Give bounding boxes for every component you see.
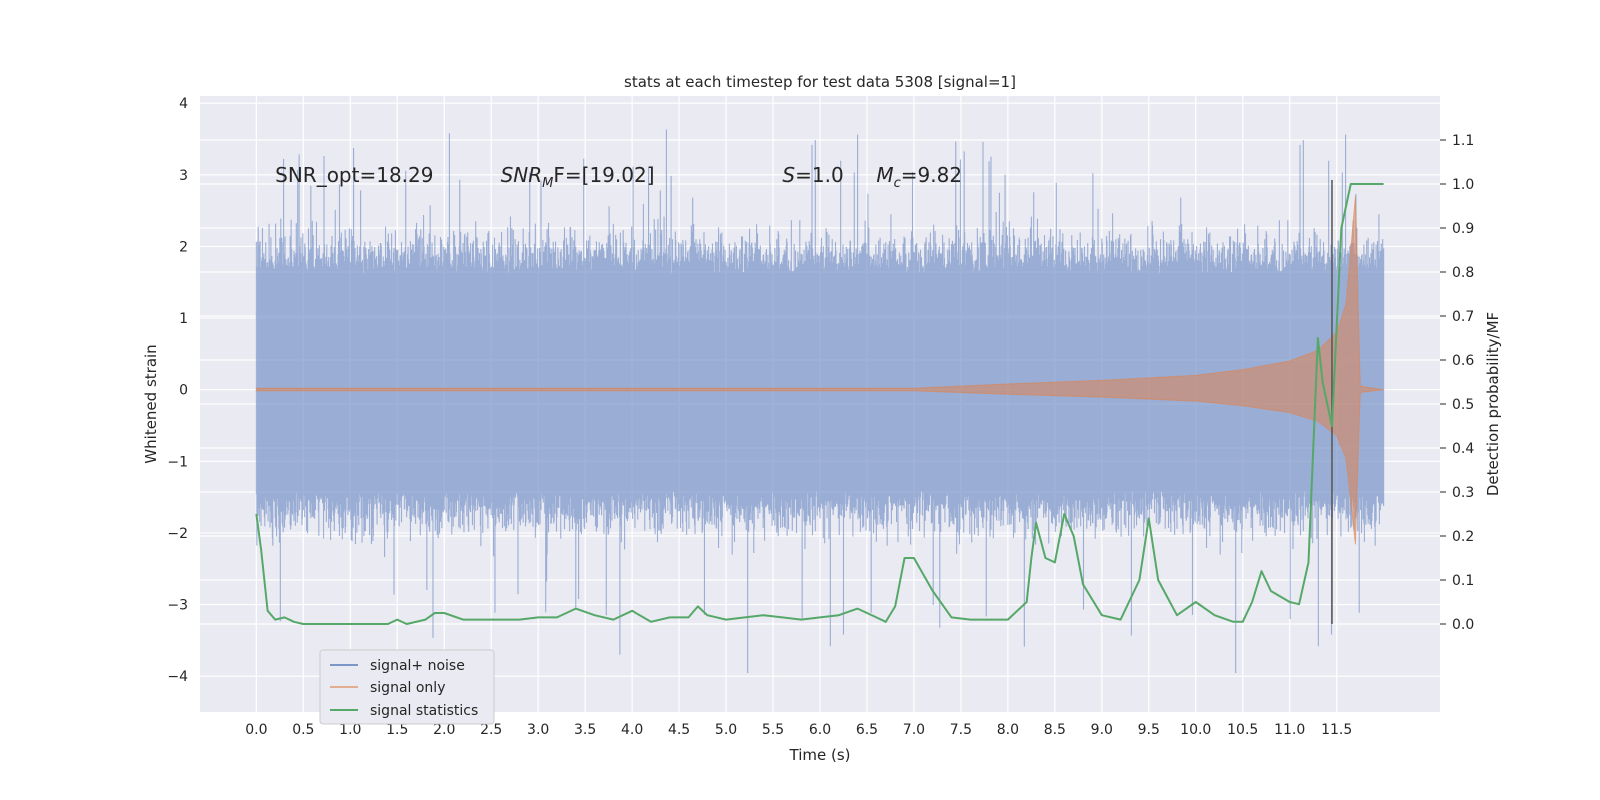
y-left-tick-label: −1 (167, 454, 188, 470)
signal-only-series (255, 196, 1384, 545)
y-left-tick-label: 3 (179, 168, 188, 184)
y-left-tick-label: 4 (179, 96, 188, 112)
x-tick-label: 10.5 (1227, 722, 1258, 738)
x-axis-label: Time (s) (789, 746, 851, 764)
x-tick-label: 8.0 (997, 722, 1019, 738)
annotation-1: SNRMF=[19.02] (501, 163, 655, 191)
x-axis-ticks: 0.0 0.5 1.0 1.5 2.0 2.5 3.0 3.5 4.0 4.5 5.0 5.5 6.0 6… (245, 722, 1352, 738)
chart-title: stats at each timestep for test data 530… (624, 73, 1016, 91)
annotation-2: S=1.0 (782, 163, 843, 187)
x-tick-label: 3.5 (574, 722, 596, 738)
x-tick-label: 0.5 (292, 722, 314, 738)
x-tick-label: 9.0 (1091, 722, 1113, 738)
y-right-tick-label: 0.0 (1452, 617, 1474, 633)
y-right-tick-label: 0.7 (1452, 309, 1474, 325)
y-right-tick-label: 0.1 (1452, 573, 1474, 589)
y-right-tick-label: 0.4 (1452, 441, 1474, 457)
annotation-3: Mc=9.82 (876, 163, 962, 191)
x-tick-label: 2.5 (480, 722, 502, 738)
x-tick-label: 3.0 (527, 722, 549, 738)
x-tick-label: 1.0 (339, 722, 361, 738)
y-right-tick-label: 1.1 (1452, 133, 1474, 149)
x-tick-label: 0.0 (245, 722, 267, 738)
legend-label-signal-noise: signal+ noise (370, 658, 465, 674)
y-right-tick-label: 0.2 (1452, 529, 1474, 545)
x-tick-label: 1.5 (386, 722, 408, 738)
y-right-tick-label: 0.3 (1452, 485, 1474, 501)
annotations: SNR_opt=18.29 SNRMF=[19.02] S=1.0 Mc=9.82 (275, 163, 962, 191)
signal-statistics-series (255, 183, 1384, 625)
y-right-tick-label: 1.0 (1452, 177, 1474, 193)
y-left-tick-label: 1 (179, 311, 188, 327)
x-tick-label: 4.5 (668, 722, 690, 738)
x-tick-label: 2.0 (433, 722, 455, 738)
y-left-tick-label: −4 (167, 669, 188, 685)
legend-label-signal-statistics: signal statistics (370, 703, 478, 719)
y-left-tick-label: 0 (179, 383, 188, 399)
x-tick-label: 6.0 (809, 722, 831, 738)
x-tick-label: 8.5 (1044, 722, 1066, 738)
y-right-axis-label: Detection probability/MF (1484, 312, 1502, 496)
x-tick-label: 7.5 (950, 722, 972, 738)
annotation-0: SNR_opt=18.29 (275, 163, 433, 187)
x-tick-label: 5.0 (715, 722, 737, 738)
x-tick-label: 5.5 (762, 722, 784, 738)
y-left-tick-label: −3 (167, 598, 188, 614)
x-tick-label: 9.5 (1138, 722, 1160, 738)
y-right-axis-ticks: 0.0 0.1 0.2 0.3 0.4 0.5 0.6 0.7 0.8 0.9 1.0 1.1 (1440, 133, 1474, 633)
x-tick-label: 11.0 (1274, 722, 1305, 738)
x-tick-label: 4.0 (621, 722, 643, 738)
x-tick-label: 11.5 (1321, 722, 1352, 738)
y-left-axis-label: Whitened strain (142, 344, 160, 463)
y-right-tick-label: 0.8 (1452, 265, 1474, 281)
signal-only-trace (255, 196, 1384, 545)
y-left-tick-label: 2 (179, 239, 188, 255)
y-right-tick-label: 0.9 (1452, 221, 1474, 237)
y-right-tick-label: 0.6 (1452, 353, 1474, 369)
y-left-axis-ticks: −4 −3 −2 −1 0 1 2 3 4 (167, 96, 188, 685)
legend-label-signal-only: signal only (370, 680, 445, 696)
x-tick-label: 6.5 (856, 722, 878, 738)
signal-statistics-line (255, 183, 1384, 625)
x-tick-label: 7.0 (903, 722, 925, 738)
x-tick-label: 10.0 (1180, 722, 1211, 738)
legend-box (319, 649, 495, 725)
y-right-tick-label: 0.5 (1452, 397, 1474, 413)
legend: signal+ noise signal only signal statist… (319, 649, 495, 725)
y-left-tick-label: −2 (167, 526, 188, 542)
